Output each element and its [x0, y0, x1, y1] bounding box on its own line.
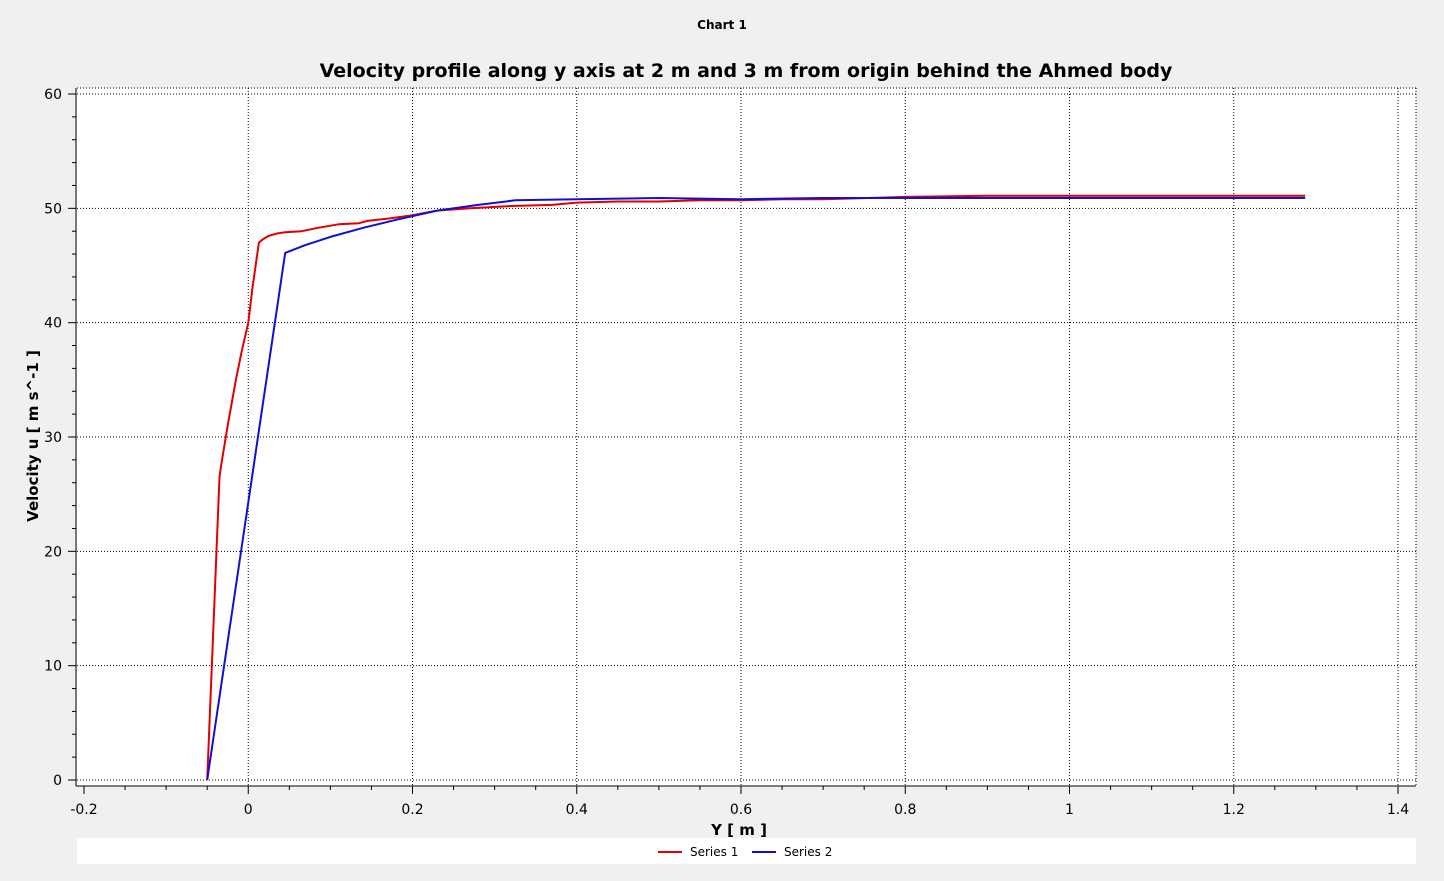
x-tick-label: 0 — [244, 802, 253, 818]
y-tick-label: 0 — [53, 773, 62, 789]
x-tick-label: 0.2 — [401, 802, 423, 818]
legend-item-series-2[interactable]: Series 2 — [752, 845, 832, 859]
y-tick-label: 10 — [44, 659, 62, 675]
legend: Series 1 Series 2 — [77, 838, 1416, 864]
x-tick-label: 1.2 — [1223, 802, 1245, 818]
x-tick-label: 0.4 — [566, 802, 588, 818]
y-axis-label: Velocity u [ m s^-1 ] — [24, 350, 42, 522]
x-axis-label: Y [ m ] — [710, 821, 767, 839]
x-tick-label: 0.8 — [894, 802, 916, 818]
y-tick-label: 30 — [44, 430, 62, 446]
series-1-line[interactable] — [206, 194, 1306, 781]
x-tick-label: 1 — [1065, 802, 1074, 818]
x-tick-label: -0.2 — [70, 802, 97, 818]
legend-swatch — [752, 851, 776, 853]
x-tick-label: 0.6 — [730, 802, 752, 818]
x-tick-label: 1.4 — [1387, 802, 1409, 818]
legend-item-series-1[interactable]: Series 1 — [658, 845, 738, 859]
window-title: Chart 1 — [697, 18, 747, 32]
y-tick-label: 50 — [44, 201, 62, 217]
legend-swatch — [658, 851, 682, 853]
chart-title: Velocity profile along y axis at 2 m and… — [320, 60, 1173, 82]
y-tick-label: 60 — [44, 87, 62, 103]
y-tick-label: 40 — [44, 316, 62, 332]
legend-label: Series 1 — [690, 845, 739, 859]
y-tick-label: 20 — [44, 544, 62, 560]
legend-label: Series 2 — [784, 845, 833, 859]
series-2-line[interactable] — [206, 197, 1306, 781]
